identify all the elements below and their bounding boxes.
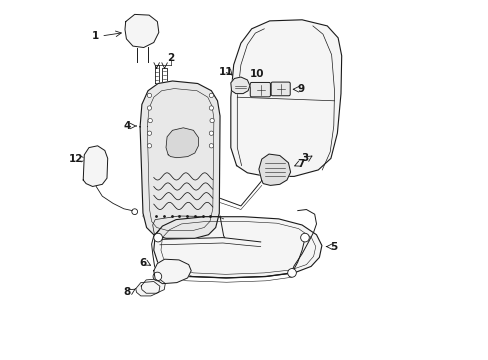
Text: 7: 7 — [297, 159, 305, 169]
Circle shape — [209, 106, 213, 110]
Polygon shape — [258, 154, 290, 185]
Text: 5: 5 — [329, 242, 337, 252]
Circle shape — [209, 144, 213, 148]
Text: 9: 9 — [297, 84, 305, 94]
Circle shape — [147, 131, 151, 135]
Circle shape — [209, 118, 214, 123]
Text: 8: 8 — [123, 287, 131, 297]
Polygon shape — [153, 217, 321, 278]
Polygon shape — [125, 14, 159, 48]
Polygon shape — [153, 259, 191, 284]
Circle shape — [153, 272, 162, 281]
Text: 3: 3 — [301, 153, 308, 163]
Polygon shape — [230, 77, 249, 94]
Circle shape — [148, 118, 152, 123]
Text: 1: 1 — [91, 31, 99, 41]
Polygon shape — [136, 282, 160, 296]
FancyBboxPatch shape — [250, 82, 270, 97]
Circle shape — [209, 93, 213, 98]
Polygon shape — [83, 146, 107, 186]
FancyBboxPatch shape — [270, 82, 289, 96]
Text: 10: 10 — [249, 69, 264, 79]
Circle shape — [147, 144, 151, 148]
Circle shape — [147, 106, 151, 110]
Circle shape — [287, 269, 296, 277]
Text: 6: 6 — [139, 258, 146, 268]
Polygon shape — [230, 20, 341, 176]
Polygon shape — [141, 279, 165, 293]
Text: 4: 4 — [123, 121, 131, 131]
Polygon shape — [140, 81, 220, 238]
Circle shape — [209, 131, 213, 135]
Circle shape — [153, 233, 162, 242]
Circle shape — [147, 93, 151, 98]
Polygon shape — [166, 128, 198, 158]
Text: 12: 12 — [69, 154, 83, 164]
Circle shape — [300, 233, 309, 242]
Text: 11: 11 — [219, 67, 233, 77]
Text: 2: 2 — [167, 53, 174, 63]
